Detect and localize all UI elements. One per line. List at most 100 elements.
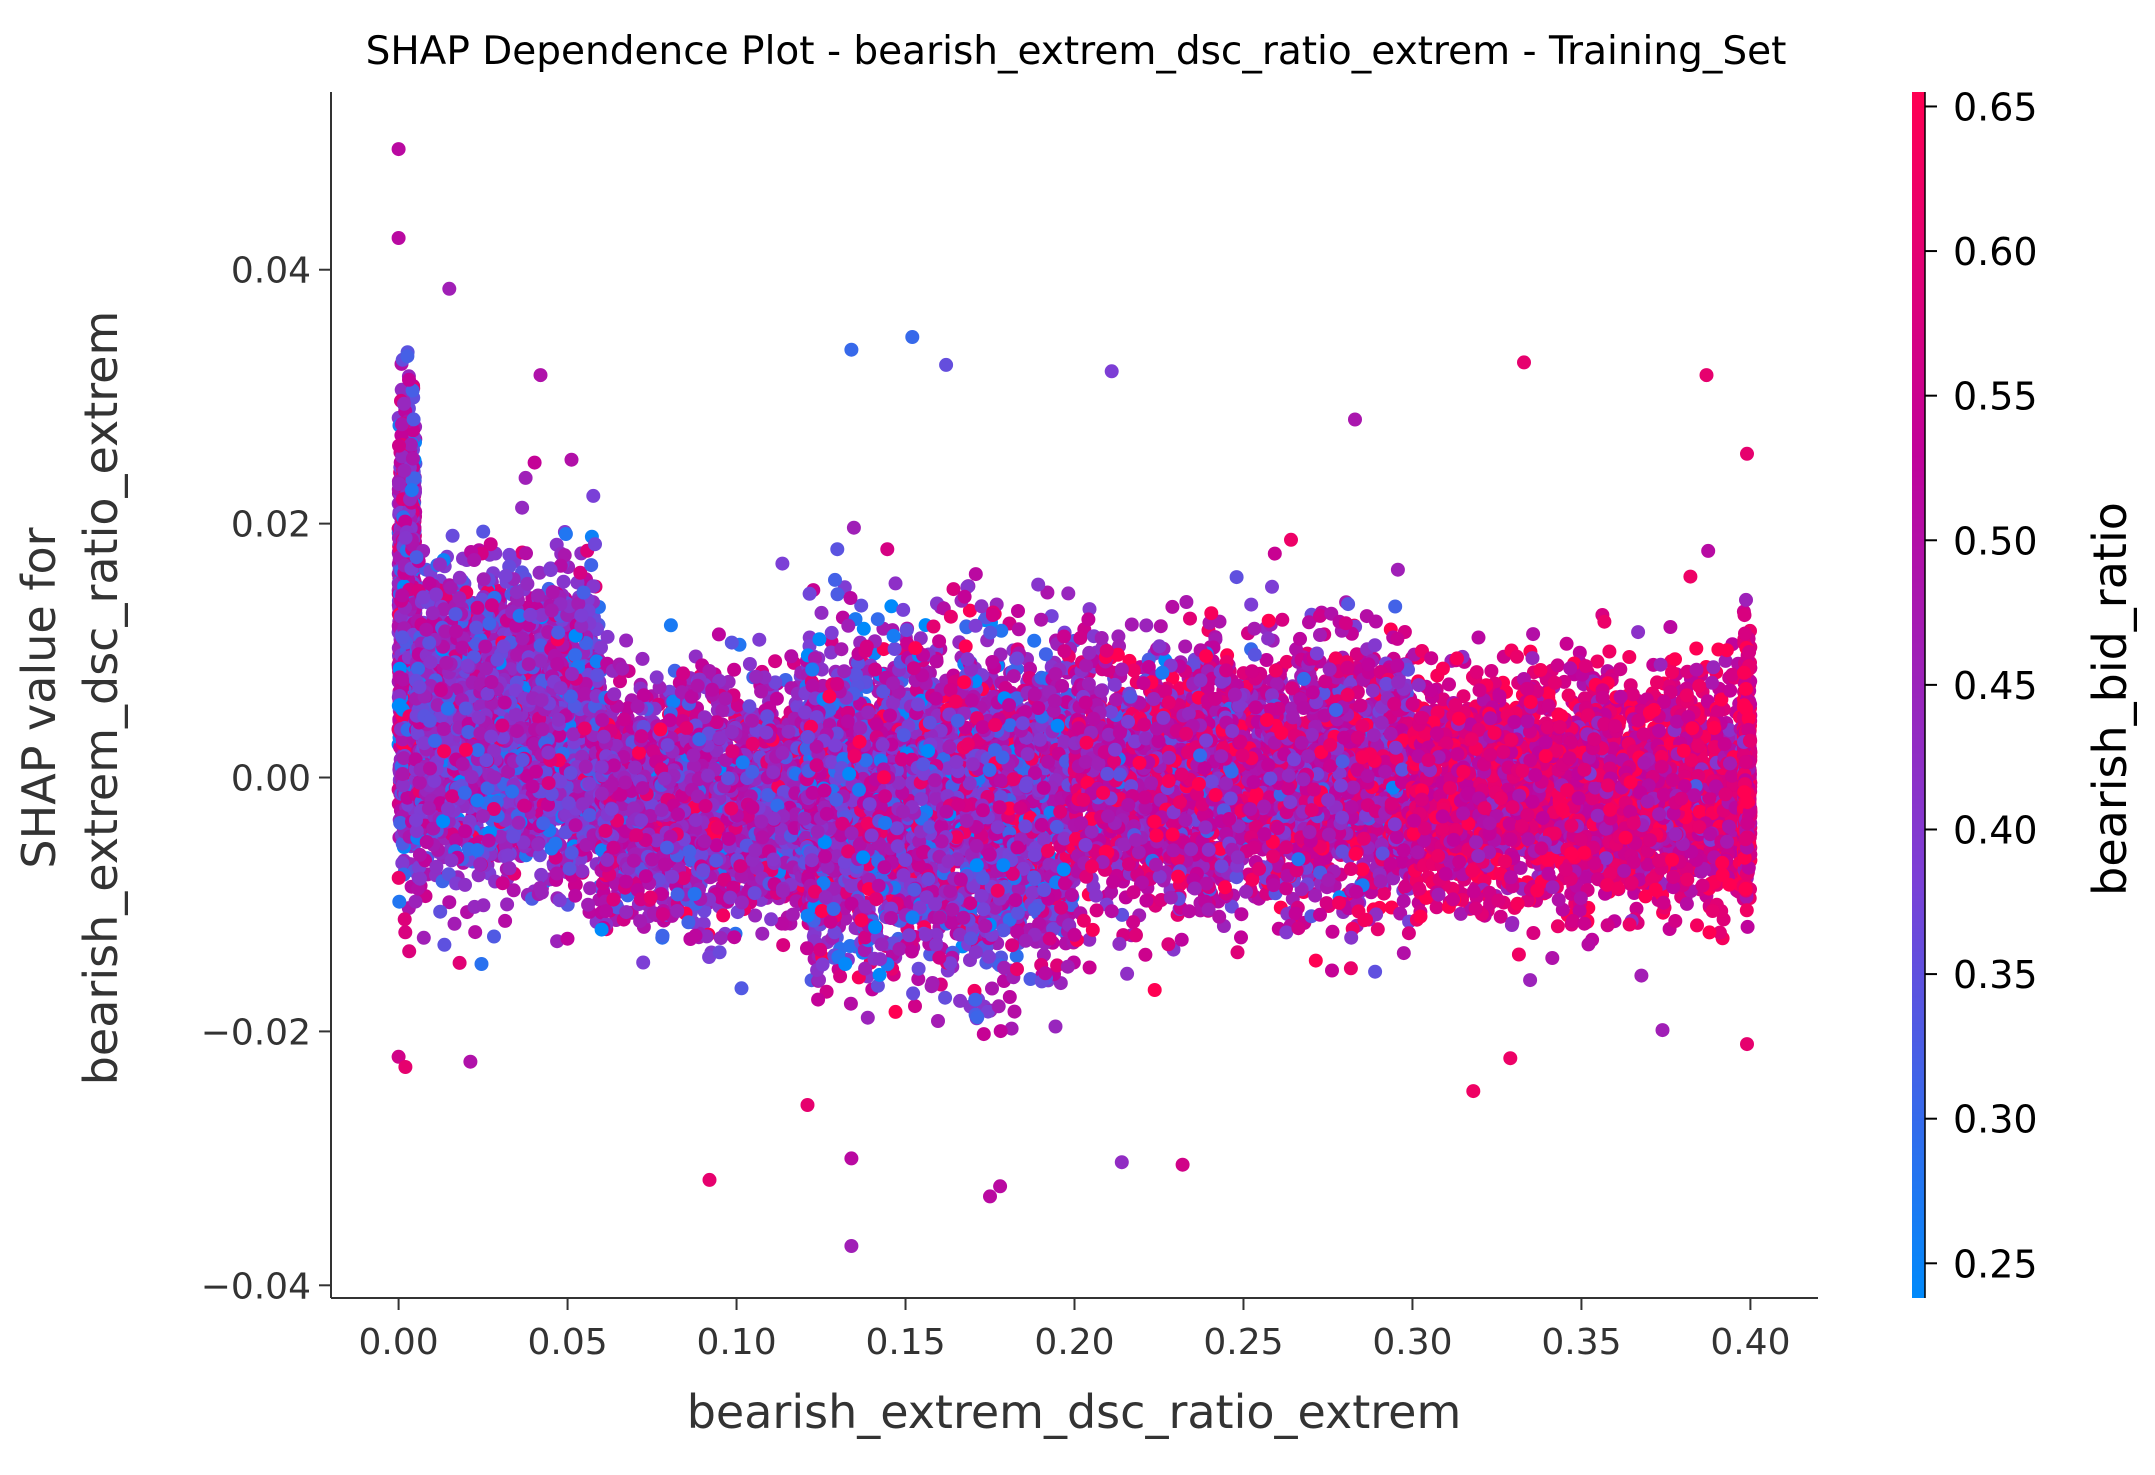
scatter-point xyxy=(468,925,483,940)
scatter-point xyxy=(775,556,790,571)
scatter-point xyxy=(455,757,470,772)
scatter-point xyxy=(458,824,473,839)
scatter-point xyxy=(433,904,448,919)
scatter-point xyxy=(397,396,411,411)
scatter-point xyxy=(552,893,567,908)
scatter-point xyxy=(543,563,558,578)
scatter-point xyxy=(541,745,556,760)
scatter-point xyxy=(481,833,496,848)
scatter-point xyxy=(484,675,499,689)
scatter-point xyxy=(500,897,515,912)
scatter-point xyxy=(470,793,485,808)
scatter-point xyxy=(484,729,499,744)
scatter-point xyxy=(400,349,415,364)
scatter-point xyxy=(397,463,412,478)
scatter-point xyxy=(584,558,599,573)
scatter-point xyxy=(510,647,525,662)
scatter-point xyxy=(568,648,583,663)
scatter-point xyxy=(437,744,452,759)
scatter-point xyxy=(511,815,526,830)
scatter-point xyxy=(484,598,499,613)
scatter-point xyxy=(551,712,566,727)
scatter-points xyxy=(391,142,1758,1253)
scatter-point xyxy=(405,451,420,466)
scatter-point xyxy=(479,661,494,676)
scatter-point xyxy=(396,672,411,687)
scatter-point xyxy=(576,585,591,600)
scatter-point xyxy=(515,753,530,767)
scatter-point xyxy=(581,897,596,912)
scatter-point xyxy=(436,814,451,829)
scatter-point xyxy=(409,550,424,565)
scatter-point xyxy=(519,546,533,561)
scatter-point xyxy=(411,661,425,676)
scatter-point xyxy=(590,668,605,683)
scatter-point xyxy=(553,681,568,696)
scatter-point xyxy=(505,784,520,799)
scatter-point xyxy=(487,770,502,785)
scatter-point xyxy=(586,488,601,503)
scatter-point xyxy=(776,938,791,953)
scatter-point xyxy=(534,867,549,882)
scatter-point xyxy=(544,603,559,618)
scatter-point xyxy=(517,798,532,813)
scatter-point xyxy=(433,683,448,698)
scatter-point xyxy=(506,829,521,844)
scatter-point xyxy=(498,913,513,928)
scatter-point xyxy=(531,837,546,852)
scatter-point xyxy=(469,620,484,635)
scatter-point xyxy=(475,809,490,824)
scatter-point xyxy=(437,937,452,952)
scatter-point xyxy=(429,587,443,602)
scatter-point xyxy=(476,898,491,913)
scatter-point xyxy=(445,528,460,543)
scatter-point xyxy=(440,701,455,716)
scatter-point xyxy=(395,588,410,603)
scatter-point xyxy=(588,537,602,552)
scatter-point xyxy=(406,412,421,427)
scatter-point xyxy=(515,500,530,515)
scatter-point xyxy=(578,759,593,774)
scatter-point xyxy=(487,929,501,944)
scatter-point xyxy=(413,871,427,886)
scatter-point xyxy=(398,530,413,545)
scatter-point xyxy=(408,894,423,909)
scatter-point xyxy=(473,857,488,872)
scatter-point xyxy=(575,864,590,879)
scatter-point xyxy=(490,652,505,667)
scatter-point xyxy=(436,722,451,736)
scatter-point xyxy=(568,818,583,833)
scatter-point xyxy=(497,695,512,710)
scatter-point xyxy=(457,785,472,800)
scatter-point xyxy=(535,722,550,737)
scatter-point xyxy=(392,477,406,491)
scatter-point xyxy=(422,713,437,728)
scatter-point xyxy=(402,944,417,959)
scatter-point xyxy=(536,816,551,831)
scatter-point xyxy=(563,766,578,780)
scatter-point xyxy=(412,680,427,694)
scatter-point xyxy=(402,372,416,387)
scatter-point xyxy=(421,801,436,816)
scatter-point xyxy=(565,667,579,681)
scatter-point xyxy=(518,470,533,485)
scatter-point xyxy=(439,656,454,670)
scatter-point xyxy=(474,957,489,971)
scatter-point xyxy=(496,639,511,654)
scatter-point xyxy=(529,764,543,779)
scatter-point xyxy=(471,710,486,725)
scatter-point xyxy=(498,569,513,584)
scatter-point xyxy=(515,631,530,646)
scatter-point xyxy=(551,625,566,640)
scatter-point xyxy=(476,572,491,587)
scatter-point xyxy=(423,761,437,776)
scatter-point xyxy=(564,452,579,467)
scatter-point xyxy=(508,707,523,722)
scatter-point xyxy=(412,847,427,862)
scatter-point xyxy=(397,912,412,927)
scatter-point xyxy=(711,627,726,642)
scatter-point xyxy=(444,853,459,868)
scatter-point xyxy=(568,888,583,903)
scatter-point xyxy=(509,585,524,600)
